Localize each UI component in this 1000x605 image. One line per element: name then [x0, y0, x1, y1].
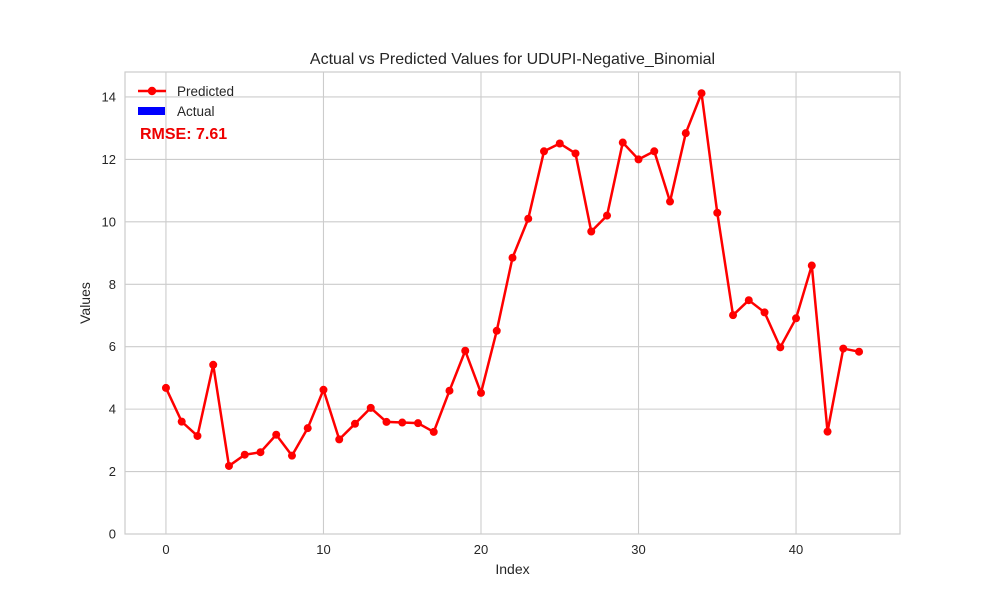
y-tick-label: 2 [109, 464, 116, 479]
predicted-data-point [524, 214, 533, 223]
predicted-data-point [398, 418, 407, 427]
predicted-data-point [713, 208, 722, 217]
predicted-data-point [382, 417, 391, 426]
predicted-data-point [760, 308, 769, 317]
predicted-data-point [508, 253, 517, 262]
y-axis-label: Values [77, 282, 93, 324]
predicted-data-point [681, 129, 690, 138]
y-tick-label: 12 [102, 152, 116, 167]
predicted-data-point [445, 386, 454, 395]
legend-actual-swatch [138, 107, 165, 115]
predicted-data-point [413, 419, 422, 428]
y-tick-label: 6 [109, 339, 116, 354]
chart-legend: Predicted Actual [138, 84, 234, 119]
predicted-data-point [224, 461, 233, 470]
predicted-data-point [855, 347, 864, 356]
x-tick-label: 20 [474, 542, 488, 557]
plot-area-frame [124, 71, 901, 535]
predicted-data-point [729, 311, 738, 320]
predicted-data-point [618, 138, 627, 147]
predicted-data-point [776, 343, 785, 352]
predicted-data-point [807, 261, 816, 270]
y-tick-label: 8 [109, 277, 116, 292]
predicted-data-point [697, 89, 706, 98]
y-tick-label: 14 [102, 89, 116, 104]
predicted-data-point [823, 427, 832, 436]
legend-predicted-label: Predicted [177, 84, 234, 99]
predicted-data-point [839, 344, 848, 353]
predicted-data-point [272, 430, 281, 439]
x-tick-label: 40 [789, 542, 803, 557]
predicted-data-point [193, 431, 202, 440]
predicted-data-point [650, 147, 659, 156]
predicted-data-point [319, 385, 328, 394]
predicted-data-point [571, 149, 580, 158]
predicted-data-point [587, 227, 596, 236]
predicted-data-point [209, 360, 218, 369]
grid-lines [125, 72, 900, 535]
predicted-data-point [666, 197, 675, 206]
predicted-data-point [256, 448, 265, 457]
series-layer [161, 89, 864, 470]
predicted-data-point [335, 435, 344, 444]
predicted-data-point [350, 419, 359, 428]
legend-predicted-marker [147, 86, 157, 96]
x-tick-label: 0 [162, 542, 169, 557]
chart-title: Actual vs Predicted Values for UDUPI-Neg… [310, 51, 715, 68]
predicted-data-point [461, 346, 470, 355]
predicted-data-point [603, 211, 612, 220]
x-tick-label: 10 [316, 542, 330, 557]
predicted-data-point [366, 403, 375, 412]
predicted-data-point [555, 139, 564, 148]
predicted-data-point [744, 296, 753, 305]
predicted-data-point [240, 450, 249, 459]
y-tick-label: 10 [102, 214, 116, 229]
axis-ticks: 0 10 20 30 40 0 2 4 6 8 10 12 14 [102, 89, 804, 557]
predicted-data-point [476, 388, 485, 397]
rmse-annotation: RMSE: 7.61 [140, 126, 227, 143]
predicted-data-point [634, 155, 643, 164]
x-axis-label: Index [495, 561, 529, 577]
predicted-data-point [792, 314, 801, 323]
predicted-data-point [303, 424, 312, 433]
predicted-data-point [540, 147, 549, 156]
legend-actual-label: Actual [177, 104, 215, 119]
predicted-data-point [161, 383, 170, 392]
y-tick-label: 0 [109, 527, 116, 542]
predicted-data-point [429, 427, 438, 436]
predicted-data-point [177, 417, 186, 426]
predicted-data-point [287, 451, 296, 460]
predicted-data-point [492, 326, 501, 335]
y-tick-label: 4 [109, 402, 116, 417]
x-tick-label: 30 [631, 542, 645, 557]
